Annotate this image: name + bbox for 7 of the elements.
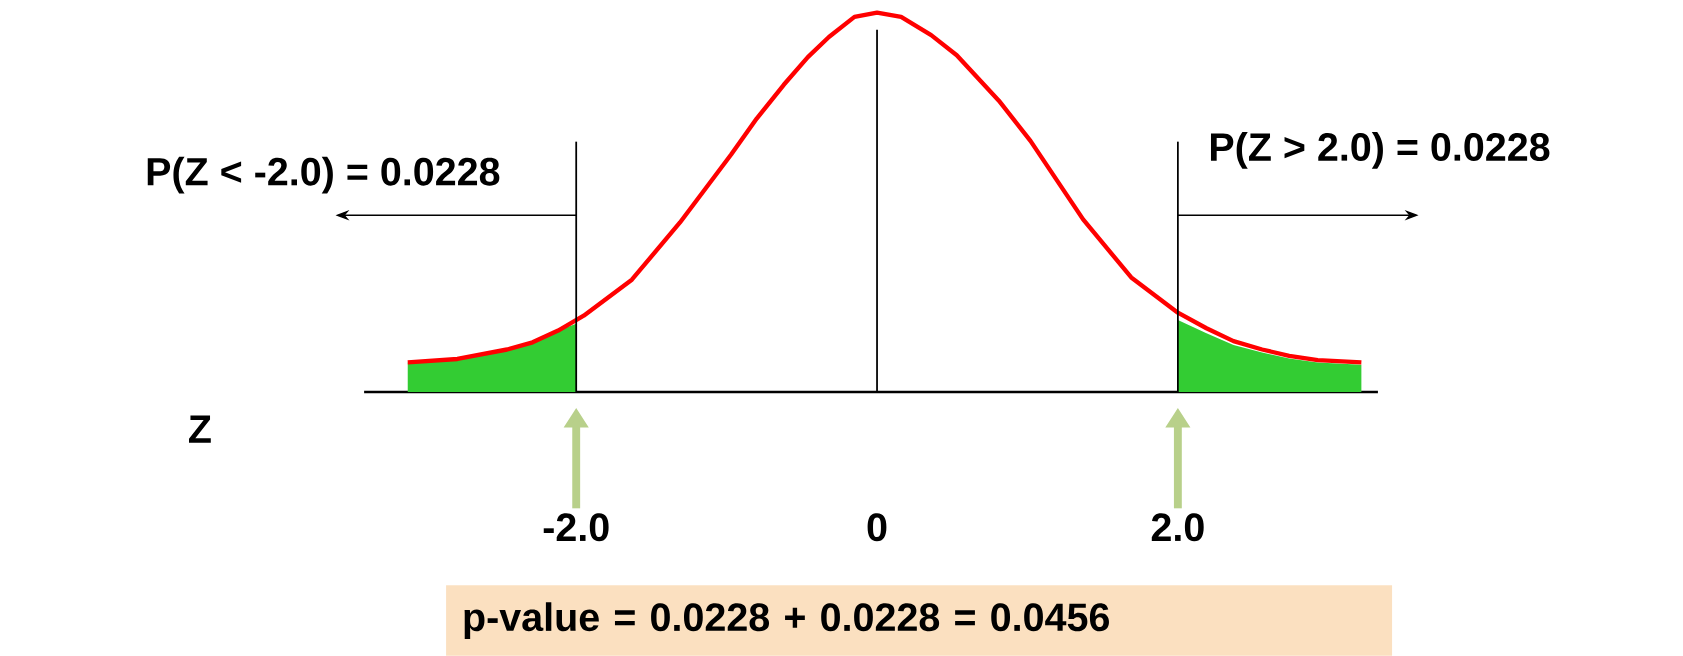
x-tick-label: -2.0 [543, 513, 609, 542]
x-tick-label: 2.0 [1151, 513, 1204, 542]
x-tick-label: 0 [867, 513, 887, 542]
ref-line-label: P(Z < -2.0) = 0.0228 [147, 156, 500, 194]
x-axis-title: Z [189, 415, 211, 443]
text: p-value = 0.0228 + 0.0228 = 0.0456 [464, 602, 1109, 640]
ref-line-label: P(Z > 2.0) = 0.0228 [1210, 132, 1550, 169]
